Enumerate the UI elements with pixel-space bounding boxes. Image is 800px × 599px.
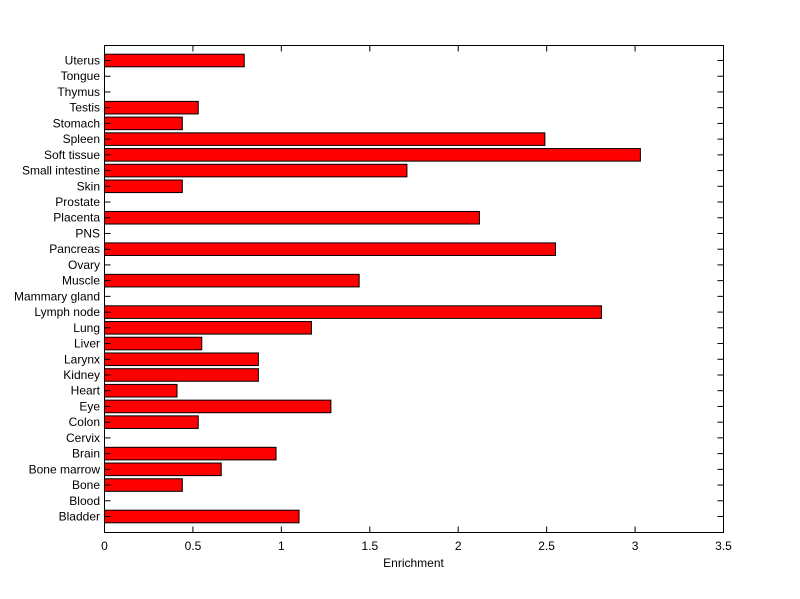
x-tick-label: 0 [101,539,108,553]
x-tick-label: 3.5 [715,539,732,553]
bar-heart [104,383,178,398]
y-tick-label: Eye [79,399,100,413]
y-tick-label: Cervix [66,431,100,445]
bar-brain [104,446,277,461]
bar-stomach [104,116,183,131]
bar-lung [104,321,312,335]
x-tick-labels: 0 0.5 1 1.5 2 2.5 3 3.5 [101,539,732,553]
y-tick-label: Skin [77,179,100,193]
y-tick-label: Kidney [63,368,100,382]
bar-lymph-node [104,305,602,319]
x-tick-label: 2 [455,539,462,553]
bar-placenta [104,210,480,225]
x-tick-label: 1.5 [361,539,378,553]
bar-pancreas [104,242,556,256]
y-tick-label: Pancreas [49,242,100,256]
bar-kidney [104,368,259,382]
y-tick-label: Bone [72,478,100,492]
y-tick-label: Stomach [53,116,100,130]
y-tick-label: Colon [69,415,100,429]
y-tick-label: Bladder [59,510,100,524]
plot-area-frame [104,45,724,533]
y-tick-label: Mammary gland [14,289,100,303]
y-tick-label: PNS [75,226,100,240]
x-tick-label: 1 [278,539,285,553]
y-tick-label: Brain [72,447,100,461]
bar-spleen [104,132,546,146]
bar-testis [104,100,199,115]
bar-muscle [104,273,360,288]
y-tick-label: Muscle [62,274,100,288]
y-tick-label: Spleen [63,132,100,146]
x-tick-label: 0.5 [185,539,202,553]
bar-bone-marrow [104,462,222,477]
x-tick-label: 2.5 [538,539,555,553]
y-tick-label: Bone marrow [29,462,101,476]
y-tick-label: Larynx [64,352,100,366]
y-tick-label: Uterus [65,54,100,68]
y-tick-label: Tongue [61,69,101,83]
x-tick-label: 3 [632,539,639,553]
bar-small-intestine [104,163,408,178]
y-tick-label: Placenta [53,211,100,225]
bar-colon [104,415,199,429]
y-tick-label: Lung [73,321,100,335]
bar-bone [104,478,183,492]
y-tick-label: Ovary [68,258,100,272]
y-tick-label: Lymph node [34,305,100,319]
bars-group [104,53,641,524]
bar-eye [104,399,332,414]
bar-skin [104,179,183,194]
y-tick-label: Blood [69,494,100,508]
y-tick-label: Liver [74,337,100,351]
y-tick-label: Soft tissue [44,148,100,162]
ticks-group [104,45,724,533]
bar-larynx [104,352,259,367]
x-axis-title: Enrichment [383,556,444,570]
bar-liver [104,336,203,351]
bar-soft-tissue [104,148,641,162]
y-tick-label: Heart [71,384,101,398]
y-tick-label: Thymus [57,85,100,99]
y-tick-label: Prostate [55,195,100,209]
bar-uterus [104,53,245,68]
y-tick-label: Testis [69,101,100,115]
bar-bladder [104,509,300,524]
y-tick-label: Small intestine [22,164,100,178]
